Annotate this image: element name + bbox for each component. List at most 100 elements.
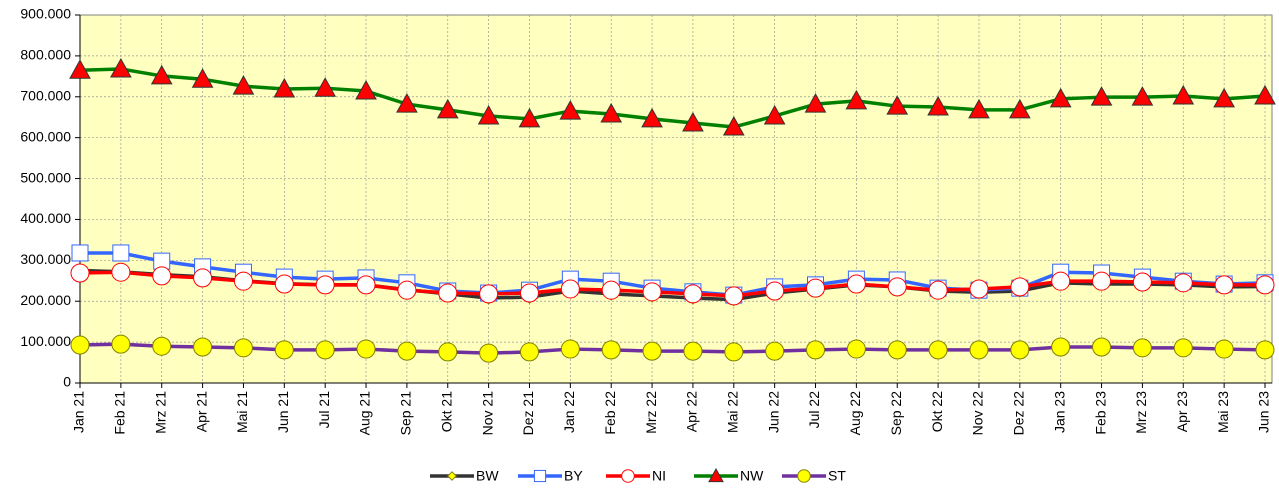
data-point xyxy=(600,102,623,123)
data-point xyxy=(1010,277,1030,297)
x-tick-label: Sep 21 xyxy=(398,391,414,436)
plot-area xyxy=(79,14,1273,384)
legend-label: NI xyxy=(652,468,666,484)
data-point xyxy=(150,64,173,85)
data-point xyxy=(806,278,826,298)
legend-label: NW xyxy=(740,468,764,484)
x-tick-label: Mai 23 xyxy=(1215,391,1231,433)
data-point xyxy=(1051,271,1071,291)
data-point xyxy=(928,340,948,360)
legend-label: ST xyxy=(828,468,846,484)
x-tick-label: Jun 22 xyxy=(765,391,781,433)
x-tick-label: Dez 21 xyxy=(520,391,536,436)
data-point xyxy=(601,340,621,360)
data-point xyxy=(1132,272,1152,292)
x-tick-label: Feb 23 xyxy=(1092,391,1108,435)
data-point xyxy=(1254,84,1276,105)
data-point xyxy=(1051,337,1071,357)
data-point xyxy=(1008,98,1031,119)
x-tick-label: Mai 21 xyxy=(234,391,250,433)
x-tick-label: Jul 21 xyxy=(316,391,332,429)
y-tick-label: 400.000 xyxy=(20,210,71,226)
x-tick-label: Okt 22 xyxy=(929,391,945,432)
x-tick-label: Feb 21 xyxy=(112,391,128,435)
data-point xyxy=(724,286,744,306)
x-tick-label: Jun 21 xyxy=(275,391,291,433)
data-point xyxy=(519,342,539,362)
data-point xyxy=(70,335,90,355)
x-tick-label: Nov 21 xyxy=(479,391,495,436)
data-point xyxy=(1255,275,1275,295)
data-point xyxy=(397,341,417,361)
data-point xyxy=(682,111,704,132)
x-tick-label: Jun 23 xyxy=(1256,391,1272,433)
data-point xyxy=(152,336,172,356)
data-point xyxy=(559,100,582,120)
data-point xyxy=(110,57,132,78)
data-point xyxy=(846,339,866,359)
data-point xyxy=(193,337,213,357)
data-point xyxy=(232,75,255,95)
data-point xyxy=(560,279,580,299)
data-point xyxy=(193,268,213,288)
data-point xyxy=(111,262,131,282)
data-point xyxy=(1173,273,1193,293)
data-point xyxy=(152,266,172,286)
data-point xyxy=(601,280,621,300)
x-tick-label: Feb 22 xyxy=(602,391,618,435)
y-tick-label: 900.000 xyxy=(20,6,71,22)
data-point xyxy=(1255,340,1275,360)
data-point xyxy=(642,282,662,302)
data-point xyxy=(846,274,866,294)
x-tick-label: Okt 21 xyxy=(438,391,454,432)
data-point xyxy=(683,341,703,361)
x-tick-label: Jul 22 xyxy=(806,391,822,429)
y-tick-label: 600.000 xyxy=(20,128,71,144)
data-point xyxy=(112,244,130,262)
data-point xyxy=(928,280,948,300)
data-point xyxy=(1049,87,1072,108)
data-point xyxy=(479,343,499,363)
data-point xyxy=(1173,338,1193,358)
data-point xyxy=(806,340,826,360)
x-tick-label: Aug 21 xyxy=(357,391,373,436)
data-point xyxy=(396,93,418,113)
data-point xyxy=(683,284,703,304)
data-point xyxy=(356,339,376,359)
data-point xyxy=(314,77,337,97)
data-point xyxy=(641,107,663,128)
data-point xyxy=(887,277,907,297)
data-point xyxy=(1214,275,1234,295)
data-point xyxy=(765,341,785,361)
data-point xyxy=(968,98,990,119)
data-point xyxy=(479,284,499,304)
data-point xyxy=(70,263,90,283)
x-tick-label: Apr 21 xyxy=(193,391,209,432)
data-point xyxy=(1172,84,1195,105)
data-point xyxy=(845,89,868,110)
data-point xyxy=(274,340,294,360)
data-point xyxy=(1132,338,1152,358)
x-tick-label: Apr 22 xyxy=(684,391,700,432)
data-point xyxy=(71,244,89,262)
x-tick-label: Dez 22 xyxy=(1011,391,1027,436)
data-point xyxy=(273,77,296,98)
series-line xyxy=(79,67,1266,129)
data-point xyxy=(804,93,827,113)
data-point xyxy=(969,340,989,360)
data-point xyxy=(1092,271,1112,291)
data-point xyxy=(111,334,131,354)
x-tick-label: Mrz 21 xyxy=(152,391,168,434)
y-tick-label: 800.000 xyxy=(20,47,71,63)
legend-marker xyxy=(447,471,457,481)
data-point xyxy=(315,340,335,360)
x-tick-label: Jan 23 xyxy=(1051,391,1067,433)
legend-marker xyxy=(797,469,811,483)
data-point xyxy=(233,271,253,291)
x-tick-label: Aug 22 xyxy=(847,391,863,436)
legend-marker xyxy=(708,467,724,483)
y-tick-label: 500.000 xyxy=(20,169,71,185)
y-tick-label: 0 xyxy=(63,374,71,390)
